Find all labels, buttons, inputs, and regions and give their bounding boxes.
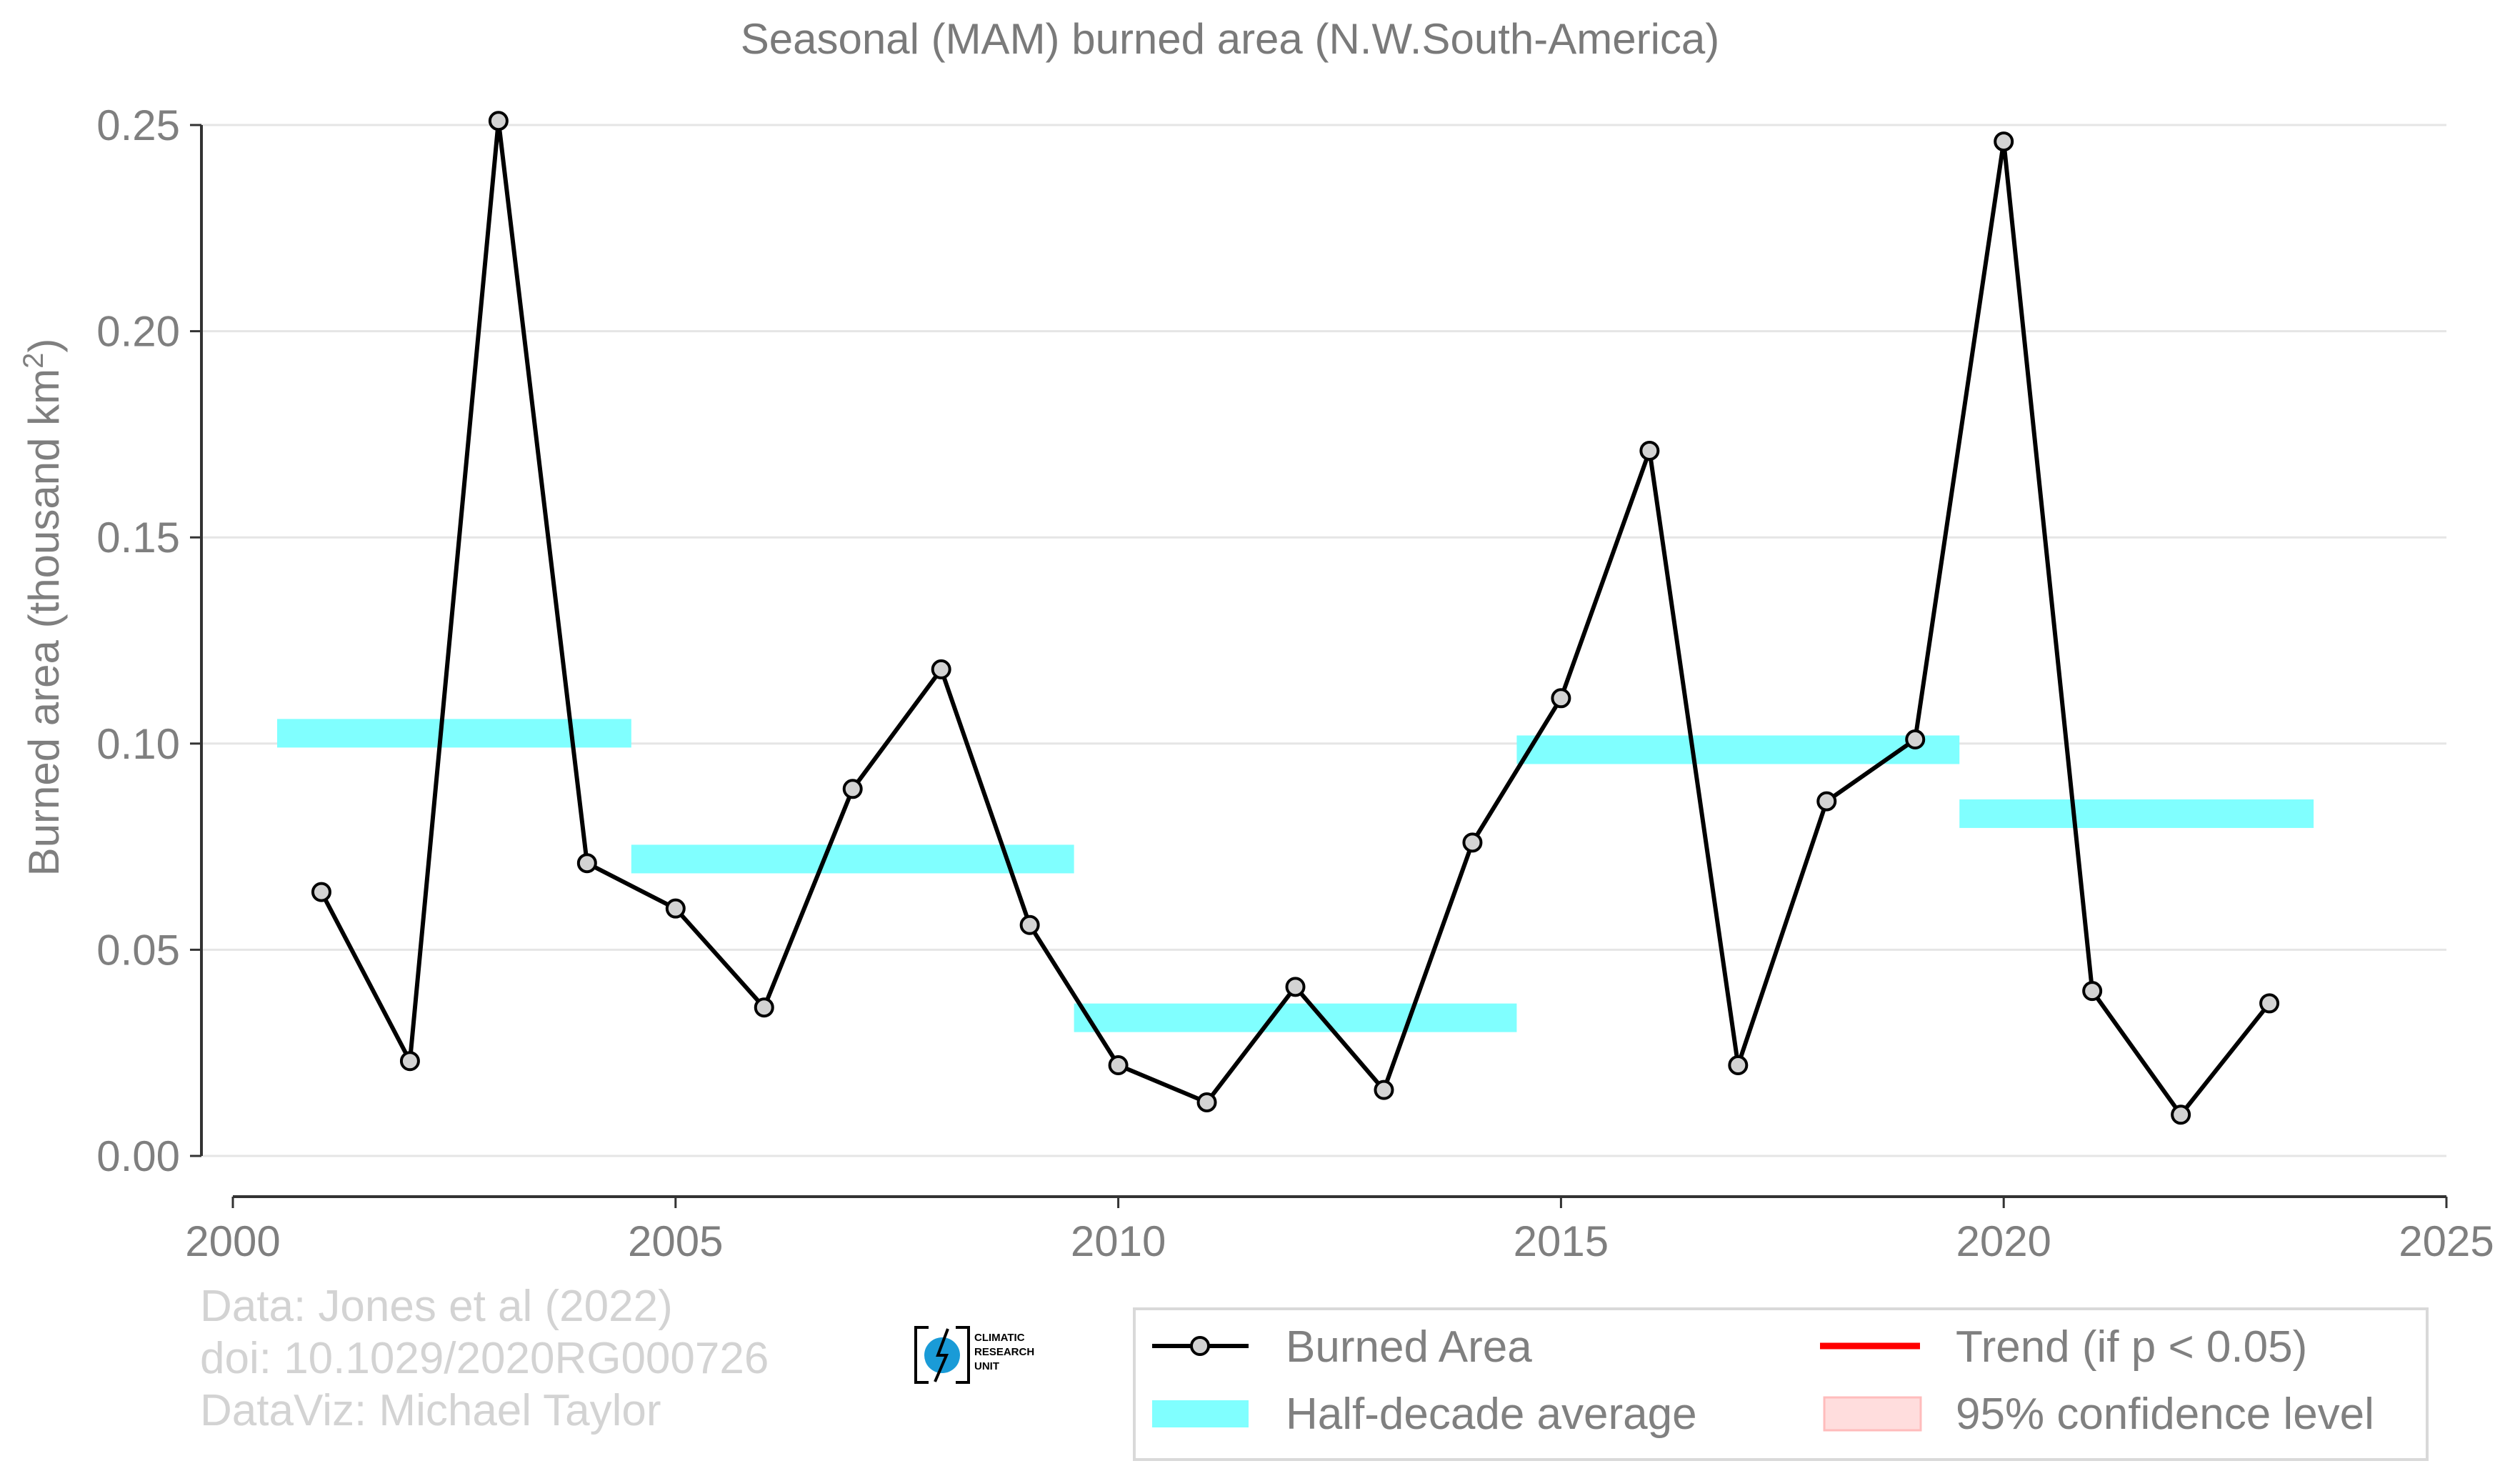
cru-logo: CLIMATIC RESEARCH UNIT	[914, 1326, 1034, 1384]
half-decade-average-bar	[1074, 1003, 1517, 1032]
legend-item-trend: Trend (if p < 0.05)	[1820, 1322, 2307, 1372]
burned-area-point	[399, 1051, 420, 1072]
burned-area-point	[2259, 993, 2280, 1014]
legend-trend-label: Trend (if p < 0.05)	[1956, 1322, 2307, 1372]
burned-area-point	[1816, 791, 1837, 812]
legend-burned-area-label: Burned Area	[1286, 1322, 1532, 1372]
burned-area-point	[842, 779, 863, 799]
burned-area-point	[1108, 1055, 1129, 1076]
y-axis-title: Burned area (thousand km2)	[18, 339, 68, 877]
legend: Burned Area Half-decade average Trend (i…	[1133, 1307, 2429, 1461]
half-decade-average-bar	[631, 844, 1074, 874]
burned-area-point	[488, 111, 509, 131]
y-axis-title-close: )	[20, 339, 68, 353]
legend-item-half-decade-average: Half-decade average	[1152, 1390, 1697, 1439]
legend-half-decade-label: Half-decade average	[1286, 1390, 1697, 1439]
burned-area-point	[311, 882, 331, 902]
logo-text-unit: UNIT	[974, 1360, 999, 1372]
legend-burned-area-marker	[1190, 1336, 1210, 1356]
legend-box	[1133, 1307, 2429, 1461]
burned-area-point	[1019, 914, 1040, 935]
legend-confidence-swatch	[1823, 1396, 1922, 1432]
burned-area-point	[665, 898, 686, 919]
burned-area-point	[754, 997, 774, 1018]
legend-item-confidence: 95% confidence level	[1823, 1390, 2374, 1439]
burned-area-point	[1374, 1079, 1394, 1100]
logo-text-climatic: CLIMATIC	[974, 1332, 1025, 1344]
credit-data: Data: Jones et al (2022)	[200, 1282, 673, 1331]
y-axis: 0.00 0.05 0.10 0.15 0.20 0.25	[96, 101, 203, 1180]
credits: Data: Jones et al (2022) doi: 10.1029/20…	[200, 1282, 769, 1435]
x-tick-label: 2020	[1956, 1217, 2051, 1265]
x-axis: 2000 2005 2010 2015 2020 2025	[185, 1195, 2494, 1265]
x-tick-label: 2010	[1071, 1217, 1166, 1265]
legend-confidence-label: 95% confidence level	[1956, 1390, 2374, 1439]
chart-title: Seasonal (MAM) burned area (N.W.South-Am…	[741, 15, 1720, 63]
burned-area-point	[1196, 1092, 1217, 1112]
logo-bracket-right	[956, 1326, 970, 1384]
y-tick-label: 0.25	[96, 101, 180, 149]
gridlines	[201, 124, 2446, 1157]
burned-area-point	[931, 659, 951, 679]
burned-area-point	[1639, 440, 1660, 461]
y-tick-label: 0.10	[96, 720, 180, 768]
burned-area-line	[319, 119, 2271, 1117]
x-tick-label: 2015	[1514, 1217, 1609, 1265]
burned-area-point	[1285, 977, 1306, 997]
y-axis-title-superscript: 2	[18, 353, 49, 369]
logo-bracket-left	[914, 1326, 929, 1384]
burned-area-point	[1728, 1055, 1749, 1076]
half-decade-average-bar	[276, 719, 631, 748]
y-axis-title-main: Burned area (thousand km	[20, 369, 68, 876]
credit-dataviz: DataViz: Michael Taylor	[200, 1386, 661, 1435]
half-decade-average-bar	[1959, 799, 2314, 828]
burned-area-point	[2171, 1104, 2191, 1125]
burned-area-point	[1905, 729, 1926, 750]
y-tick-label: 0.15	[96, 514, 180, 562]
burned-area-point	[1551, 688, 1571, 709]
burned-area-point	[2082, 981, 2103, 1002]
burned-area-point	[576, 853, 597, 874]
legend-item-burned-area: Burned Area	[1152, 1322, 1532, 1372]
burned-area-point	[1462, 832, 1483, 853]
burned-area-point	[1994, 131, 2014, 152]
y-tick-label: 0.05	[96, 926, 180, 974]
logo-text-research: RESEARCH	[974, 1346, 1034, 1358]
x-tick-label: 2000	[185, 1217, 280, 1265]
half-decade-average-bar	[1516, 735, 1960, 764]
x-tick-label: 2005	[628, 1217, 723, 1265]
credit-doi: doi: 10.1029/2020RG000726	[200, 1334, 769, 1383]
burned-area-series	[311, 111, 2280, 1125]
y-tick-label: 0.00	[96, 1132, 180, 1180]
logo-bolt	[934, 1328, 949, 1382]
y-tick-label: 0.20	[96, 308, 180, 356]
x-tick-label: 2025	[2399, 1217, 2494, 1265]
legend-half-decade-swatch	[1152, 1400, 1249, 1427]
